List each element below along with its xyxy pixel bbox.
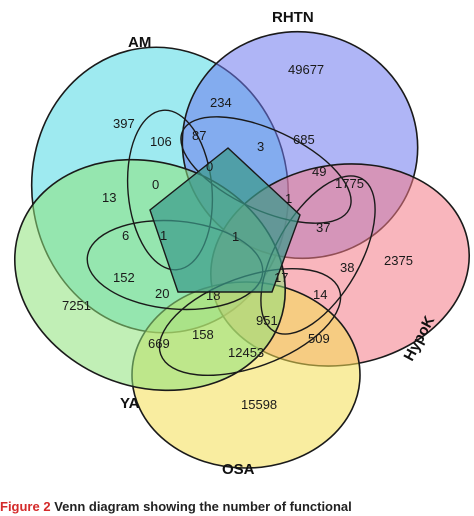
region-value: 1 [285, 191, 292, 206]
region-value: 1 [160, 228, 167, 243]
region-value: 6 [122, 228, 129, 243]
region-value: 38 [340, 260, 354, 275]
region-value: 13 [102, 190, 116, 205]
region-value: 158 [192, 327, 214, 342]
region-value: 0 [152, 177, 159, 192]
venn-diagram: AM RHTN HypoK OSA YA 397 49677 2375 1559… [13, 9, 470, 478]
region-value: 12453 [228, 345, 264, 360]
figure-caption: Figure 2 Venn diagram showing the number… [0, 498, 474, 516]
region-value: 18 [206, 288, 220, 303]
caption-text: Venn diagram showing the number of funct… [54, 499, 352, 514]
region-value: 7251 [62, 298, 91, 313]
region-value: 0 [206, 159, 213, 174]
set-label-am: AM [128, 34, 151, 51]
region-value: 87 [192, 128, 206, 143]
region-value: 509 [308, 331, 330, 346]
figure-number: Figure 2 [0, 499, 51, 514]
region-value: 49677 [288, 62, 324, 77]
region-value: 15598 [241, 397, 277, 412]
region-value: 669 [148, 336, 170, 351]
region-value: 49 [312, 164, 326, 179]
region-value: 1775 [335, 176, 364, 191]
region-value: 951 [256, 313, 278, 328]
region-value: 234 [210, 95, 232, 110]
region-value: 14 [313, 287, 327, 302]
set-label-rhtn: RHTN [272, 9, 314, 26]
central-region [149, 147, 301, 293]
region-value: 20 [155, 286, 169, 301]
region-values: 397 49677 2375 15598 7251 234 106 87 3 6… [62, 62, 413, 412]
set-label-ya: YA [120, 395, 140, 412]
region-value: 37 [316, 220, 330, 235]
region-value: 1 [232, 229, 239, 244]
region-value: 3 [257, 139, 264, 154]
region-value: 397 [113, 116, 135, 131]
region-value: 685 [293, 132, 315, 147]
region-value: 17 [274, 270, 288, 285]
set-label-osa: OSA [222, 461, 255, 478]
region-value: 152 [113, 270, 135, 285]
region-value: 2375 [384, 253, 413, 268]
region-value: 106 [150, 134, 172, 149]
